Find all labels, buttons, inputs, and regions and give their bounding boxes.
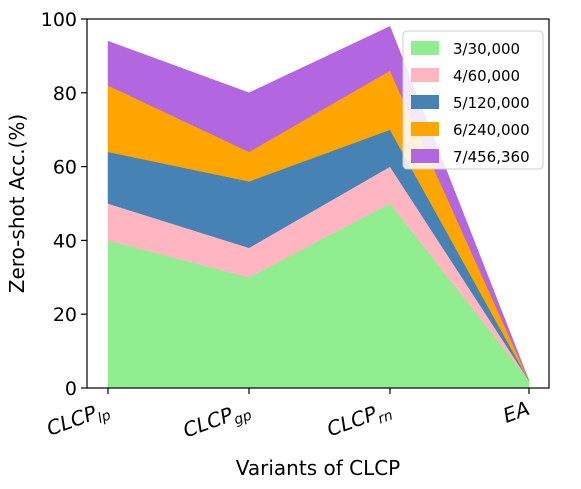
x-axis-label: Variants of CLCP [236, 456, 400, 480]
legend-label: 6/240,000 [453, 121, 530, 139]
y-tick-label: 60 [53, 157, 77, 179]
legend-label: 5/120,000 [453, 94, 530, 112]
legend-label: 3/30,000 [453, 40, 520, 58]
legend-swatch [411, 41, 439, 55]
y-tick-label: 40 [53, 230, 77, 252]
y-tick-label: 100 [41, 9, 77, 31]
plot-frame [86, 18, 550, 389]
legend-swatch [411, 149, 439, 163]
legend-label: 7/456,360 [453, 148, 530, 166]
x-tick-label: CLCPrn [324, 396, 395, 445]
legend-swatch [411, 68, 439, 82]
legend-swatch [411, 122, 439, 136]
y-axis-label: Zero-shot Acc.(%) [5, 114, 29, 293]
x-tick-label: CLCPgp [180, 396, 254, 446]
legend-swatch [411, 95, 439, 109]
legend-label: 4/60,000 [453, 67, 520, 85]
x-tick-label: EA [500, 396, 533, 428]
y-tick-label: 0 [65, 378, 77, 400]
y-axis: 0 20 40 60 80 100 [41, 9, 87, 400]
x-axis: CLCPlp CLCPgp CLCPrn EA [43, 388, 533, 446]
y-tick-label: 80 [53, 83, 77, 105]
x-tick-label: CLCPlp [43, 396, 113, 444]
legend: 3/30,000 4/60,000 5/120,000 6/240,000 7/456,… [402, 30, 544, 170]
y-tick-label: 20 [53, 304, 77, 326]
